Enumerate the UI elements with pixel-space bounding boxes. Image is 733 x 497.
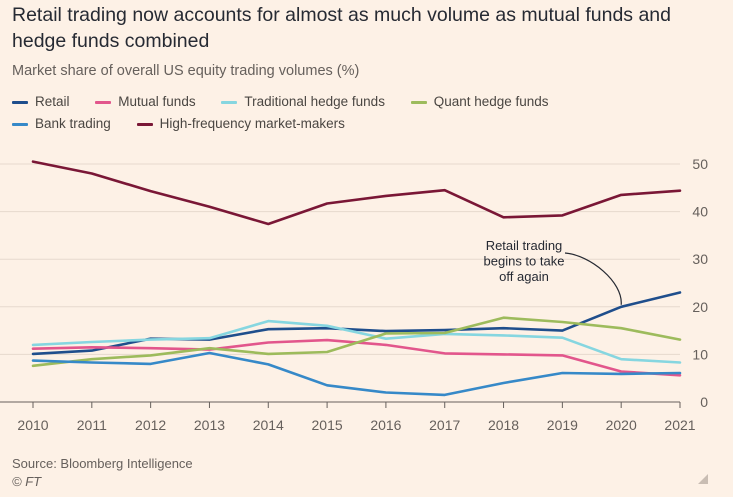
legend-item-traditional-hedge-funds: Traditional hedge funds (221, 94, 385, 109)
legend-swatch-traditional-hedge-funds (221, 100, 238, 104)
legend-item-mutual-funds: Mutual funds (95, 94, 196, 109)
legend-item-bank-trading: Bank trading (12, 116, 111, 131)
legend-swatch-mutual-funds (95, 100, 112, 104)
series-lines (31, 160, 682, 397)
x-tick-label-2013: 2013 (194, 417, 225, 433)
series-line-traditional-hedge-funds (31, 319, 682, 364)
legend-item-hft-market-makers: High-frequency market-makers (136, 116, 345, 131)
copyright-note: © FT (12, 474, 42, 489)
series-line-high-frequency-market-makers (31, 160, 682, 226)
legend-item-retail: Retail (12, 94, 70, 109)
legend-label-mutual-funds: Mutual funds (118, 94, 196, 109)
x-tick-label-2021: 2021 (664, 417, 695, 433)
legend-item-quant-hedge-funds: Quant hedge funds (410, 94, 549, 109)
y-axis-tick-labels: 0 10 20 30 40 50 (692, 156, 708, 410)
x-tick-label-2017: 2017 (429, 417, 460, 433)
legend-label-quant-hedge-funds: Quant hedge funds (433, 94, 549, 109)
legend-label-retail: Retail (35, 94, 70, 109)
y-tick-label-20: 20 (692, 299, 708, 315)
x-tick-label-2011: 2011 (77, 417, 107, 433)
legend-label-hft-market-makers: High-frequency market-makers (159, 116, 345, 131)
y-tick-label-40: 40 (692, 204, 708, 220)
gridlines (0, 163, 680, 355)
legend-row-1: Retail Mutual funds Traditional hedge fu… (12, 94, 722, 116)
corner-mark-icon (698, 474, 708, 484)
series-line-quant-hedge-funds (31, 316, 682, 368)
legend-swatch-bank-trading (12, 122, 28, 126)
y-tick-label-30: 30 (692, 251, 708, 267)
legend-label-traditional-hedge-funds: Traditional hedge funds (244, 94, 385, 109)
x-tick-label-2016: 2016 (370, 417, 401, 433)
chart-title: Retail trading now accounts for almost a… (12, 4, 672, 52)
legend-swatch-retail (12, 100, 28, 104)
x-tick-label-2010: 2010 (17, 417, 48, 433)
x-tick-label-2014: 2014 (253, 417, 284, 433)
y-tick-label-50: 50 (692, 156, 708, 172)
x-tick-label-2019: 2019 (547, 417, 578, 433)
source-note: Source: Bloomberg Intelligence (12, 456, 193, 471)
y-tick-label-0: 0 (700, 394, 708, 410)
legend: Retail Mutual funds Traditional hedge fu… (12, 94, 722, 138)
x-tick-label-2015: 2015 (312, 417, 343, 433)
chart-subtitle: Market share of overall US equity tradin… (12, 63, 360, 79)
legend-swatch-hft-market-makers (136, 122, 153, 126)
x-axis: 2010 2011 2012 2013 2014 2015 2016 2017 2018 2019… (0, 401, 696, 433)
annotation-text-line-2: begins to take (484, 254, 565, 269)
annotation-leader-line (564, 252, 622, 305)
y-tick-label-10: 10 (692, 346, 708, 362)
x-tick-label-2012: 2012 (135, 417, 166, 433)
x-tick-label-2018: 2018 (488, 417, 519, 433)
annotation-text-line-3: off again (499, 269, 549, 284)
legend-label-bank-trading: Bank trading (35, 116, 111, 131)
legend-row-2: Bank trading High-frequency market-maker… (12, 116, 722, 138)
legend-swatch-quant-hedge-funds (410, 100, 427, 104)
x-tick-label-2020: 2020 (606, 417, 637, 433)
series-line-bank-trading (31, 351, 682, 397)
annotation-text-line-1: Retail trading (486, 238, 563, 253)
